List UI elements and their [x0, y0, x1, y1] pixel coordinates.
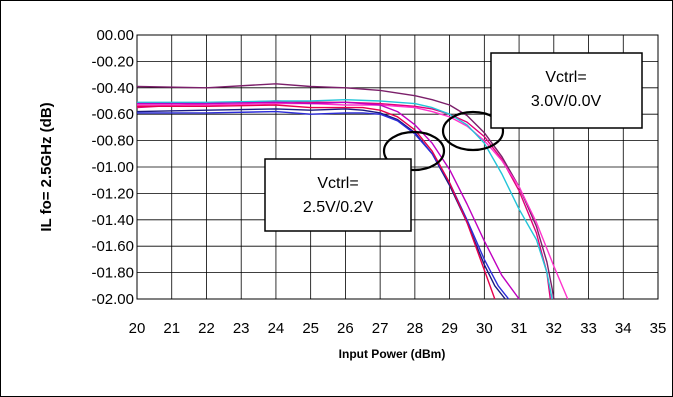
x-tick-label: 28 [407, 320, 424, 337]
x-tick-labels: 20 21 22 23 24 25 26 27 28 29 30 31 32 33 34 35 [129, 320, 667, 337]
series-line-6 [137, 110, 510, 300]
annotation-low-line2: 2.5V/0.2V [303, 199, 374, 216]
x-tick-label: 24 [268, 320, 285, 337]
annotation-high-line1: Vctrl= [545, 69, 586, 86]
y-tick-label: -01.20 [91, 185, 134, 202]
annotation-box-low: Vctrl= 2.5V/0.2V [264, 158, 412, 232]
x-tick-label: 32 [545, 320, 562, 337]
y-tick-label: -02.00 [91, 291, 134, 308]
x-tick-label: 27 [372, 320, 389, 337]
x-tick-label: 21 [163, 320, 180, 337]
annotation-high-line2: 3.0V/0.0V [531, 93, 602, 110]
y-tick-label: -01.60 [91, 238, 134, 255]
y-tick-label: -01.80 [91, 265, 134, 282]
y-tick-label: -01.00 [91, 159, 134, 176]
x-tick-label: 23 [233, 320, 250, 337]
series-line-5 [136, 108, 506, 300]
x-tick-label: 26 [337, 320, 354, 337]
y-axis-title: IL fo= 2.5GHz (dB) [38, 102, 55, 231]
y-tick-label: -00.60 [91, 106, 134, 123]
x-tick-label: 20 [129, 320, 146, 337]
x-axis-title: Input Power (dBm) [339, 347, 446, 361]
y-tick-label: -00.40 [91, 80, 134, 97]
series-line-2 [136, 100, 551, 300]
highlight-ellipse-low [382, 130, 446, 172]
y-tick-labels: 00.00 -00.20 -00.40 -00.60 -00.80 -01.00 -01.2… [91, 27, 134, 308]
series-line-8 [137, 101, 520, 300]
x-tick-label: 35 [650, 320, 667, 337]
plot-area [136, 34, 659, 300]
x-tick-label: 22 [198, 320, 215, 337]
x-tick-label: 25 [302, 320, 319, 337]
annotation-box-high: Vctrl= 3.0V/0.0V [490, 52, 643, 129]
x-tick-label: 29 [441, 320, 458, 337]
x-tick-label: 33 [580, 320, 597, 337]
y-tick-label: -00.80 [91, 133, 134, 150]
y-tick-label: -00.20 [91, 53, 134, 70]
x-tick-label: 30 [476, 320, 493, 337]
series-line-1 [136, 83, 555, 300]
y-tick-label: -01.40 [91, 212, 134, 229]
series-line-7 [137, 104, 496, 300]
series-lines [136, 83, 569, 300]
series-line-4 [137, 98, 553, 300]
highlight-ellipses [382, 110, 505, 172]
x-tick-label: 34 [615, 320, 632, 337]
annotation-low-line1: Vctrl= [317, 175, 358, 192]
y-tick-label: 00.00 [96, 27, 134, 44]
highlight-ellipse-high [441, 110, 505, 152]
x-tick-label: 31 [511, 320, 528, 337]
